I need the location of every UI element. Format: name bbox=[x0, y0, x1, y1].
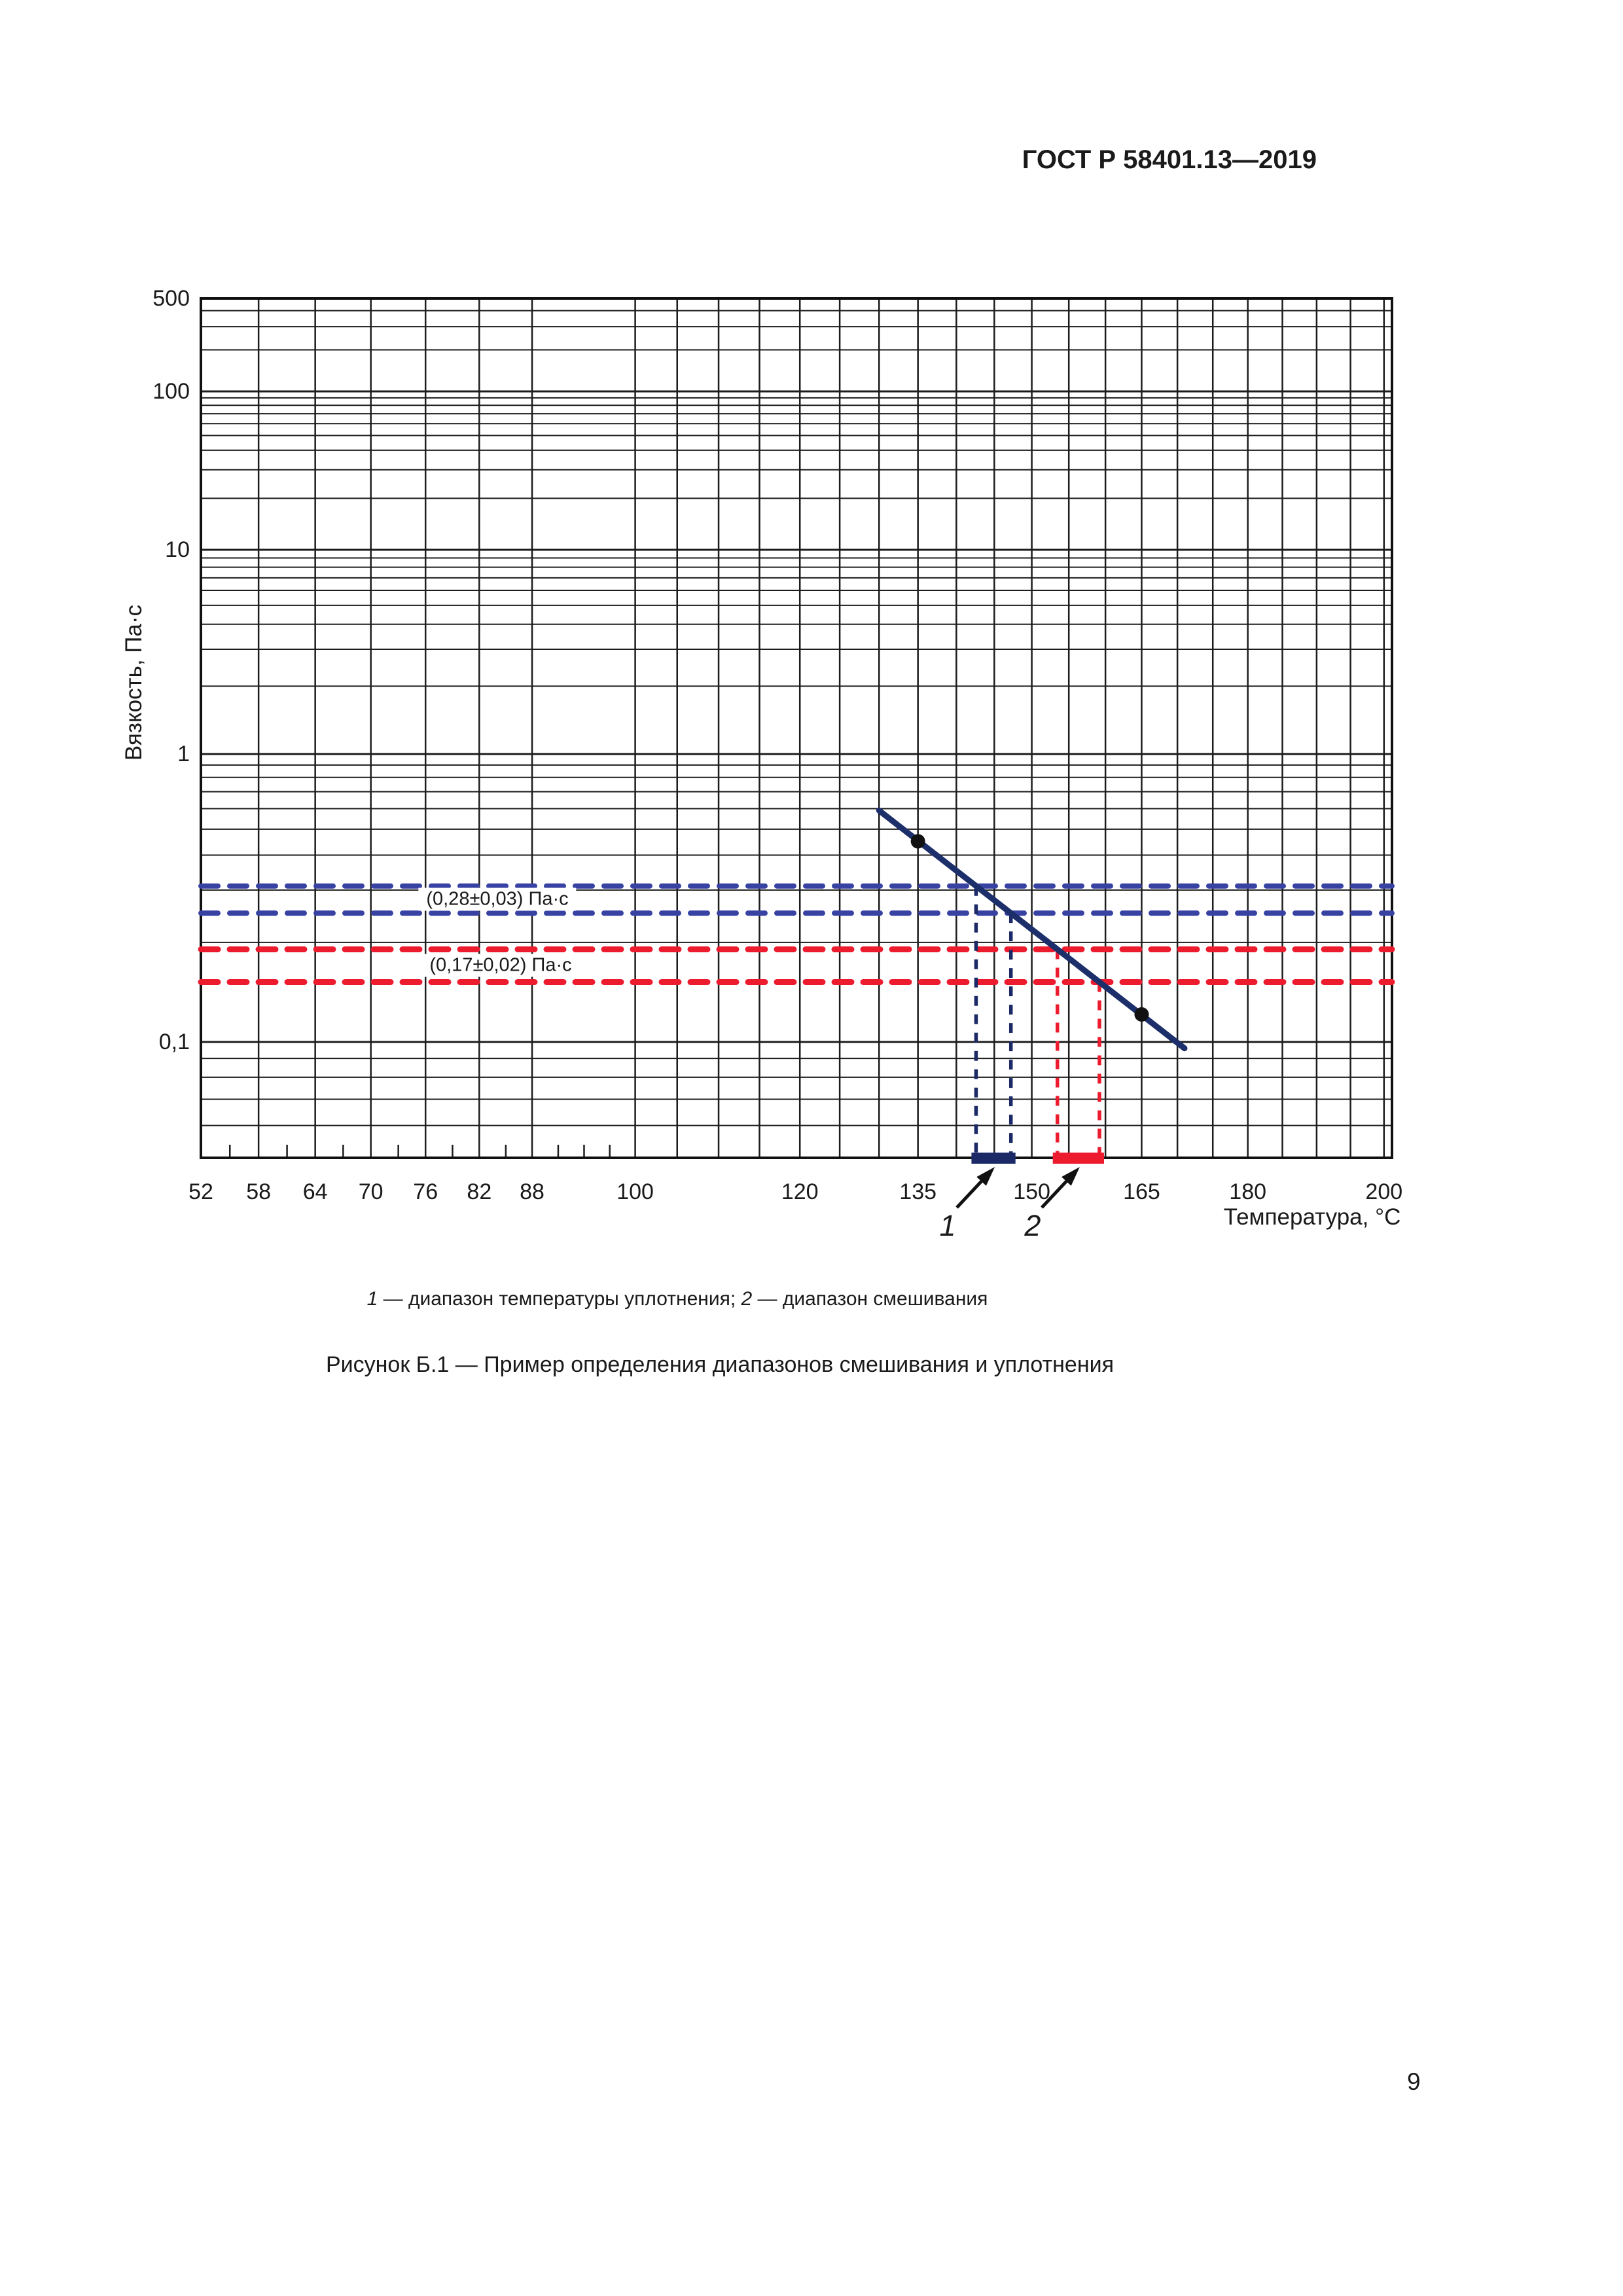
legend-item-2-number: 2 bbox=[741, 1288, 753, 1310]
x-tick-label: 150 bbox=[1013, 1179, 1050, 1204]
x-tick-label: 52 bbox=[188, 1179, 213, 1204]
x-tick-label: 135 bbox=[899, 1179, 937, 1204]
mixing-range-bar bbox=[1052, 1153, 1104, 1164]
mixing-viscosity-label: (0,17±0,02) Па·с bbox=[421, 954, 580, 977]
chart-canvas bbox=[198, 297, 1395, 1209]
compaction-viscosity-label: (0,28±0,03) Па·с bbox=[418, 888, 577, 911]
figure-caption: Рисунок Б.1 — Пример определения диапазо… bbox=[325, 1352, 1115, 1377]
x-tick-label: 120 bbox=[781, 1179, 819, 1204]
figure-legend: 1 — диапазон температуры уплотнения; 2 —… bbox=[367, 1288, 988, 1310]
legend-item-1-text: — диапазон температуры уплотнения; bbox=[378, 1288, 741, 1310]
y-tick-label: 10 bbox=[165, 537, 190, 563]
x-tick-label: 82 bbox=[467, 1179, 492, 1204]
page-number: 9 bbox=[1407, 2068, 1421, 2095]
viscosity-temperature-chart: Вязкость, Па·с Температура, °С (0,28±0,0… bbox=[121, 286, 1403, 1242]
legend-item-2-text: — диапазон смешивания bbox=[752, 1288, 988, 1310]
plot-border bbox=[200, 297, 1393, 1159]
compaction-range-marker: 1 bbox=[939, 1209, 956, 1242]
x-tick-label: 58 bbox=[246, 1179, 272, 1204]
x-tick-label: 70 bbox=[358, 1179, 383, 1204]
marker-arrow bbox=[955, 1177, 986, 1209]
x-tick-label: 200 bbox=[1365, 1179, 1403, 1204]
x-tick-label: 64 bbox=[302, 1179, 328, 1204]
x-tick-label: 180 bbox=[1229, 1179, 1267, 1204]
document-header: ГОСТ Р 58401.13—2019 bbox=[1022, 145, 1317, 174]
marker-arrowhead bbox=[976, 1167, 995, 1186]
mixing-range-marker: 2 bbox=[1024, 1209, 1041, 1242]
x-tick-label: 165 bbox=[1123, 1179, 1160, 1204]
x-tick-label: 88 bbox=[520, 1179, 544, 1204]
x-axis-title: Температура, °С bbox=[1223, 1204, 1401, 1230]
y-tick-label: 100 bbox=[152, 378, 190, 404]
data-point bbox=[910, 834, 925, 849]
x-tick-label: 100 bbox=[616, 1179, 654, 1204]
marker-arrow bbox=[1041, 1177, 1071, 1209]
y-axis-title: Вязкость, Па·с bbox=[121, 604, 147, 761]
compaction-range-bar bbox=[971, 1153, 1016, 1164]
y-tick-label: 1 bbox=[177, 742, 190, 767]
marker-arrowhead bbox=[1061, 1167, 1080, 1186]
x-tick-label: 76 bbox=[413, 1179, 438, 1204]
data-point bbox=[1134, 1007, 1149, 1022]
y-tick-label: 500 bbox=[152, 286, 190, 311]
y-tick-label: 0,1 bbox=[158, 1030, 190, 1055]
legend-item-1-number: 1 bbox=[366, 1288, 378, 1310]
viscosity-line bbox=[876, 807, 1188, 1052]
